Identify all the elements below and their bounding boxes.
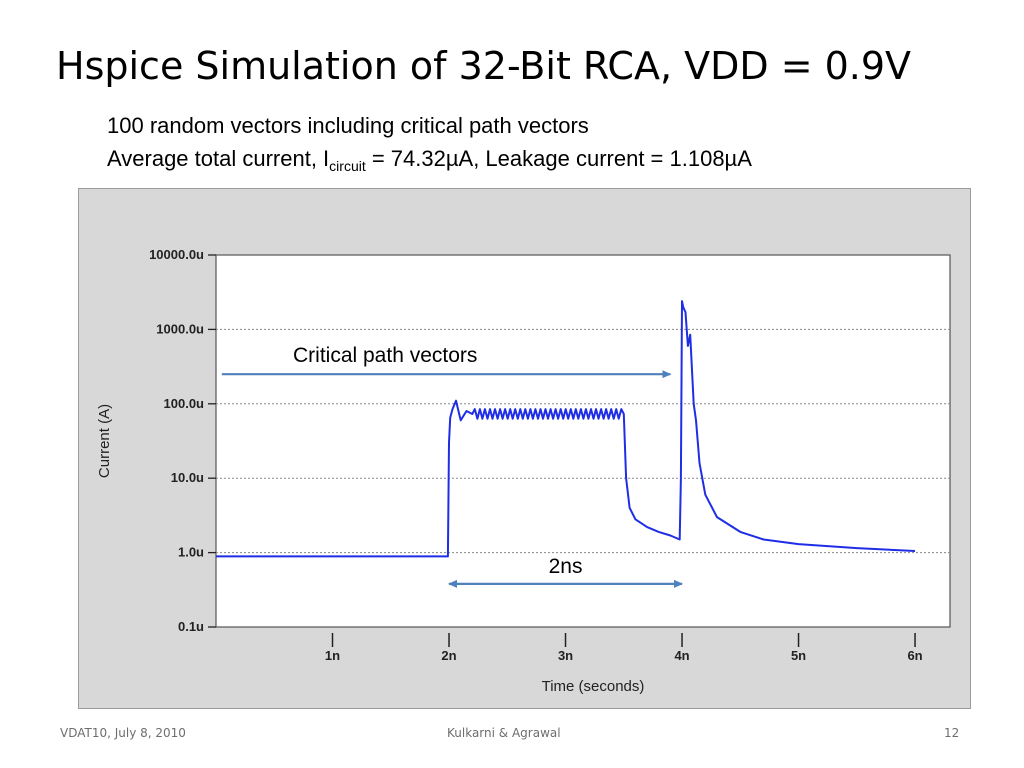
two-ns-label: 2ns (549, 555, 583, 578)
footer-authors: Kulkarni & Agrawal (447, 726, 561, 740)
x-tick-label: 1n (325, 648, 340, 663)
plot-area (215, 254, 951, 628)
footer-slide-number: 12 (944, 726, 960, 740)
x-tick-label: 3n (558, 648, 573, 663)
subtitle-current-summary: Average total current, Icircuit = 74.32µ… (107, 146, 1007, 175)
x-tick-label: 2n (441, 648, 456, 663)
y-tick-label: 0.1u (178, 619, 204, 634)
subtitle-random-vectors: 100 random vectors including critical pa… (107, 113, 589, 138)
y-tick-label: 10000.0u (149, 247, 204, 262)
critical-path-label: Critical path vectors (293, 344, 477, 367)
subtitle-current-prefix: Average total current, I (107, 146, 330, 171)
footer-conference: VDAT10, July 8, 2010 (60, 726, 186, 740)
x-tick-label: 5n (791, 648, 806, 663)
y-axis-label: Current (A) (96, 404, 113, 478)
slide-title: Hspice Simulation of 32-Bit RCA, VDD = 0… (56, 44, 912, 88)
subtitle-current-subscript: circuit (329, 158, 366, 174)
x-tick-label: 6n (907, 648, 922, 663)
y-tick-label: 1.0u (178, 545, 204, 560)
x-tick-label: 4n (674, 648, 689, 663)
y-tick-label: 1000.0u (156, 321, 204, 336)
x-axis-label: Time (seconds) (542, 678, 645, 695)
current-trace-line (216, 300, 916, 558)
current-vs-time-chart: 0.1u 1.0u 10.0u 100.0u 1000.0u 10000.0u 1n 2n 3n… (96, 247, 951, 695)
subtitle-current-suffix: = 74.32µA, Leakage current = 1.108µA (365, 146, 752, 171)
y-tick-label: 10.0u (171, 470, 204, 485)
y-tick-label: 100.0u (164, 396, 205, 411)
